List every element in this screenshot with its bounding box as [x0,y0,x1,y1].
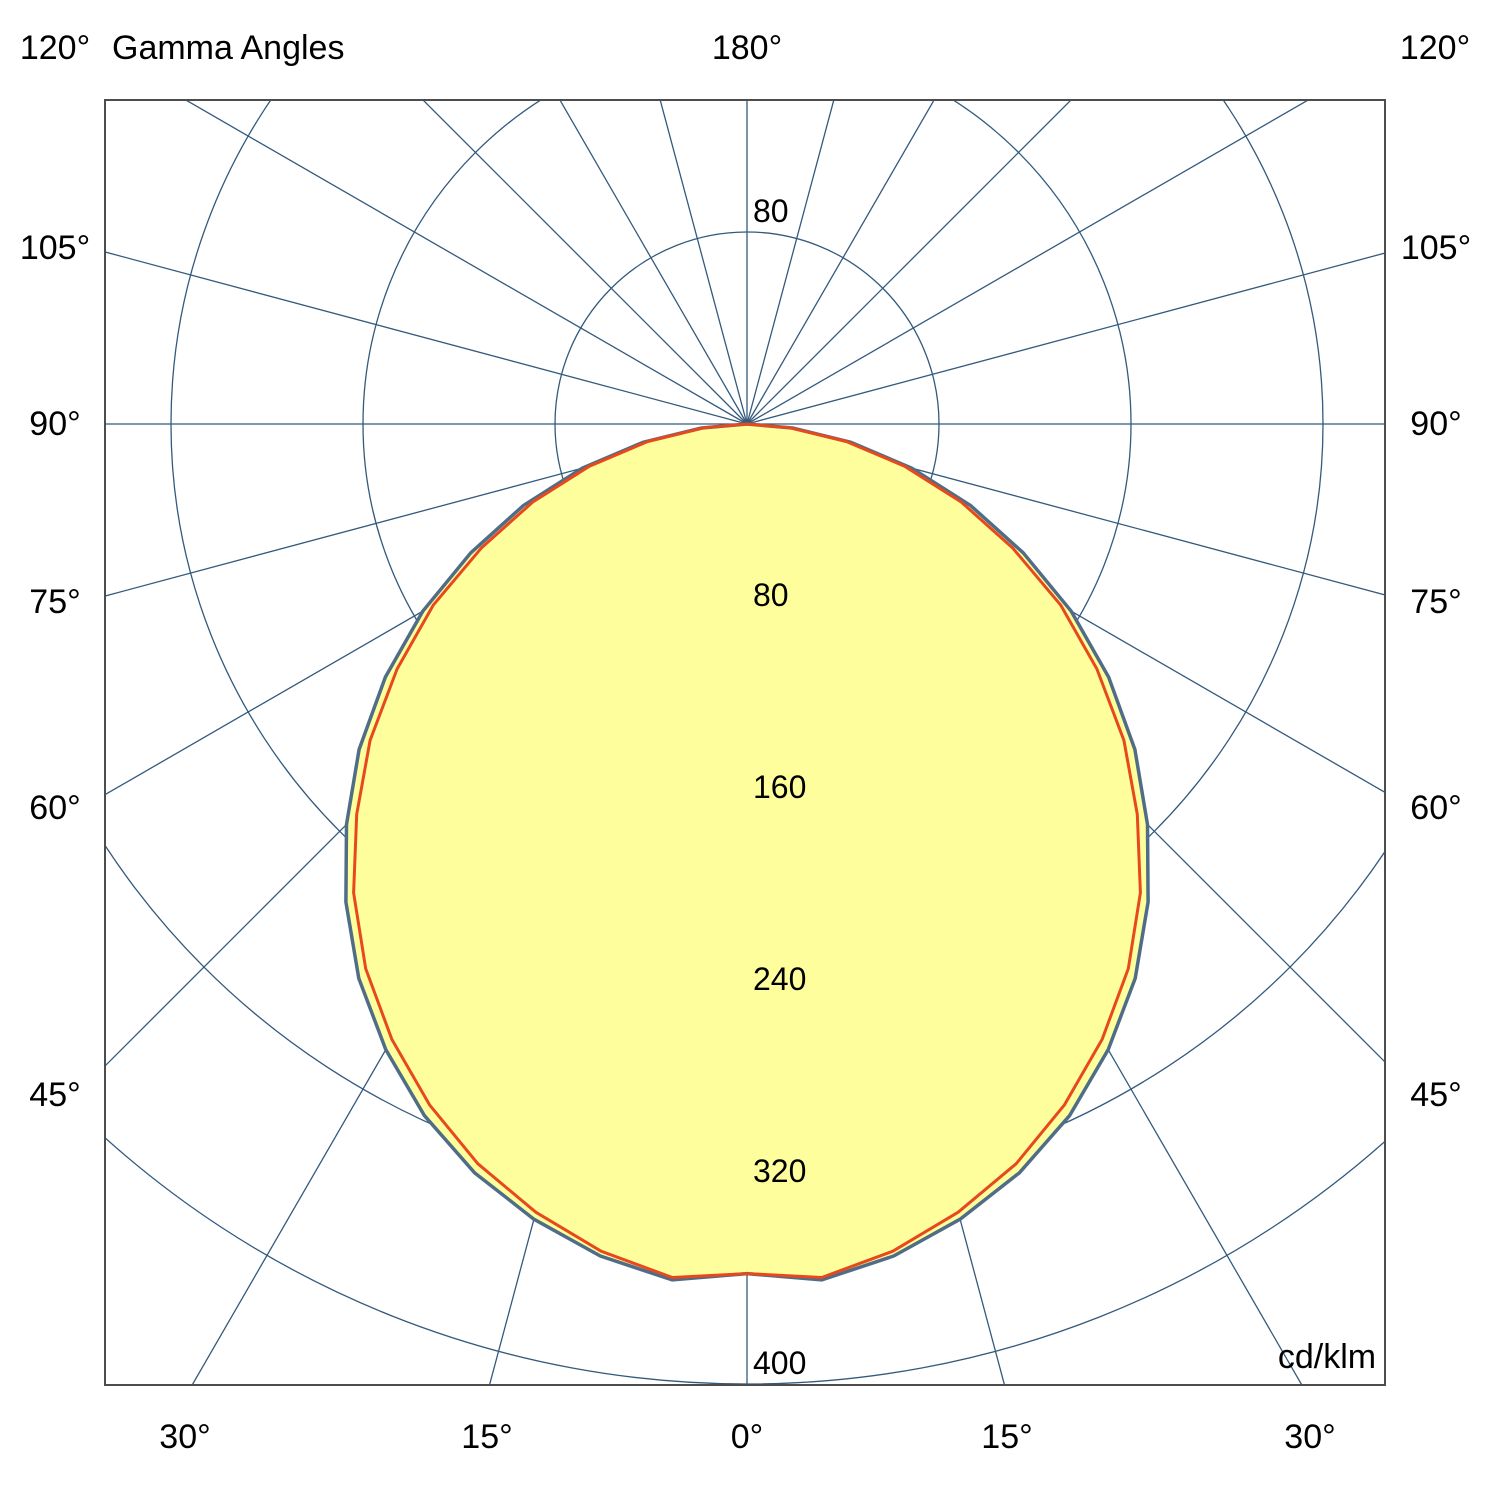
angle-label-15-bottom-right: 15° [981,1418,1033,1456]
grid-ray [746,100,1072,425]
grid-ray [746,423,1385,596]
angle-label-45-left: 45° [29,1076,81,1114]
angle-label-0-bottom: 0° [730,1418,764,1456]
grid-ray [184,100,748,425]
grid-ray [746,100,835,425]
angle-label-30-bottom-left: 30° [159,1418,211,1456]
grid-ray [746,252,1385,425]
angle-label-180-top-center: 180° [711,29,783,67]
grid-ray [422,100,748,425]
grid-ray [659,100,748,425]
radial-tick-label: 80 [753,193,789,229]
angle-label-60-left: 60° [29,789,81,827]
unit-label: cd/klm [1277,1338,1377,1376]
grid-ray [105,423,748,597]
intensity-curve-secondary [352,422,1142,1279]
angle-label-75-right: 75° [1410,583,1462,621]
radial-tick-label: 160 [753,769,806,805]
angle-label-90-left: 90° [29,405,81,443]
grid-ray [105,251,748,425]
angle-label-120-top-left: 120° [19,29,91,67]
angle-label-90-right: 90° [1410,405,1462,443]
radial-tick-label: 320 [753,1153,806,1189]
angle-label-45-right: 45° [1410,1076,1462,1114]
grid-ray [559,100,748,425]
radial-tick-label: 80 [753,577,789,613]
chart-title: Gamma Angles [112,29,345,67]
angle-label-120-top-right: 120° [1399,29,1471,67]
angle-label-15-bottom-left: 15° [461,1418,513,1456]
angle-label-105-left: 105° [19,229,91,267]
plot-frame [104,99,1386,1386]
radial-tick-label: 240 [753,961,806,997]
angle-label-60-right: 60° [1410,789,1462,827]
angle-label-105-right: 105° [1400,229,1472,267]
grid-ray [746,100,1310,425]
angle-label-75-left: 75° [29,583,81,621]
angle-label-30-bottom-right: 30° [1284,1418,1336,1456]
grid-ray [746,100,935,425]
radial-tick-label: 400 [753,1345,806,1381]
